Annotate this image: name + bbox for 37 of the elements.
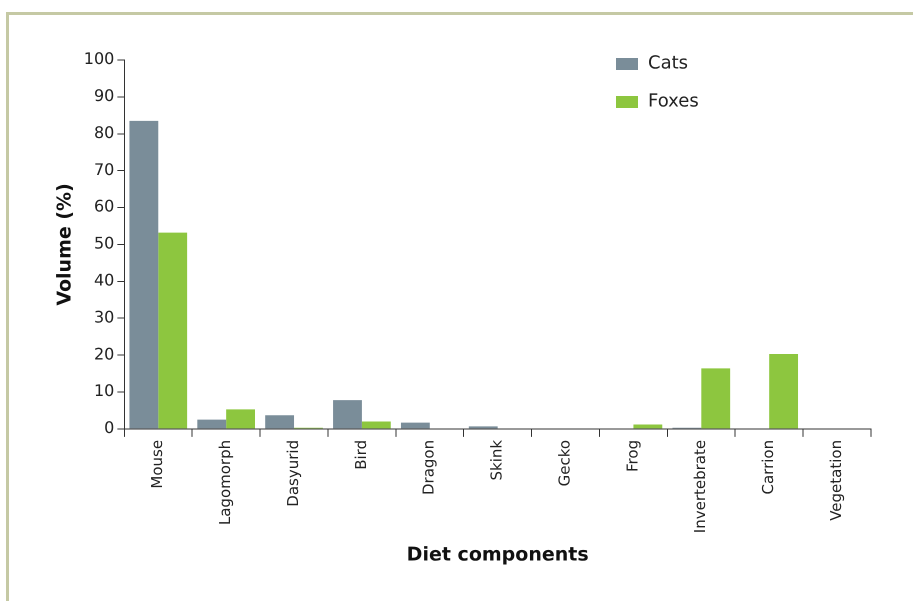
bar xyxy=(701,368,730,428)
x-tick-label: Skink xyxy=(488,440,506,480)
bar xyxy=(158,232,188,428)
y-tick-label: 10 xyxy=(94,381,114,400)
x-tick-label: Carrion xyxy=(759,440,778,494)
bar xyxy=(265,415,294,428)
x-tick-label: Lagomorph xyxy=(216,440,234,526)
bar xyxy=(197,420,226,428)
bar xyxy=(129,120,158,428)
bar xyxy=(400,422,430,428)
y-tick-label: 30 xyxy=(94,307,114,326)
bar xyxy=(633,424,662,428)
bar xyxy=(769,354,798,428)
x-tick-label: Mouse xyxy=(148,440,166,489)
y-tick-label: 100 xyxy=(84,49,114,68)
bar xyxy=(333,400,362,428)
y-tick-label: 70 xyxy=(94,160,114,179)
legend-label: Foxes xyxy=(648,90,699,112)
x-axis-title: Diet components xyxy=(406,544,589,566)
y-tick-label: 60 xyxy=(94,196,114,216)
bar xyxy=(362,422,391,428)
x-tick-label: Bird xyxy=(352,440,370,470)
bar xyxy=(226,409,256,428)
x-tick-label: Gecko xyxy=(555,440,574,486)
y-axis-title: Volume (%) xyxy=(53,183,76,306)
legend-label: Cats xyxy=(648,52,688,74)
x-tick-label: Frog xyxy=(623,440,642,472)
y-tick-label: 40 xyxy=(94,270,114,290)
y-tick-label: 80 xyxy=(94,122,114,142)
y-tick-label: 20 xyxy=(94,344,114,364)
x-tick-label: Invertebrate xyxy=(691,440,710,534)
x-tick-label: Dasyurid xyxy=(284,440,302,507)
x-tick-label: Vegetation xyxy=(826,440,845,521)
y-tick-label: 0 xyxy=(104,418,114,438)
y-tick-label: 90 xyxy=(94,86,114,106)
y-tick-label: 50 xyxy=(94,234,114,253)
x-tick-label: Dragon xyxy=(420,440,438,496)
